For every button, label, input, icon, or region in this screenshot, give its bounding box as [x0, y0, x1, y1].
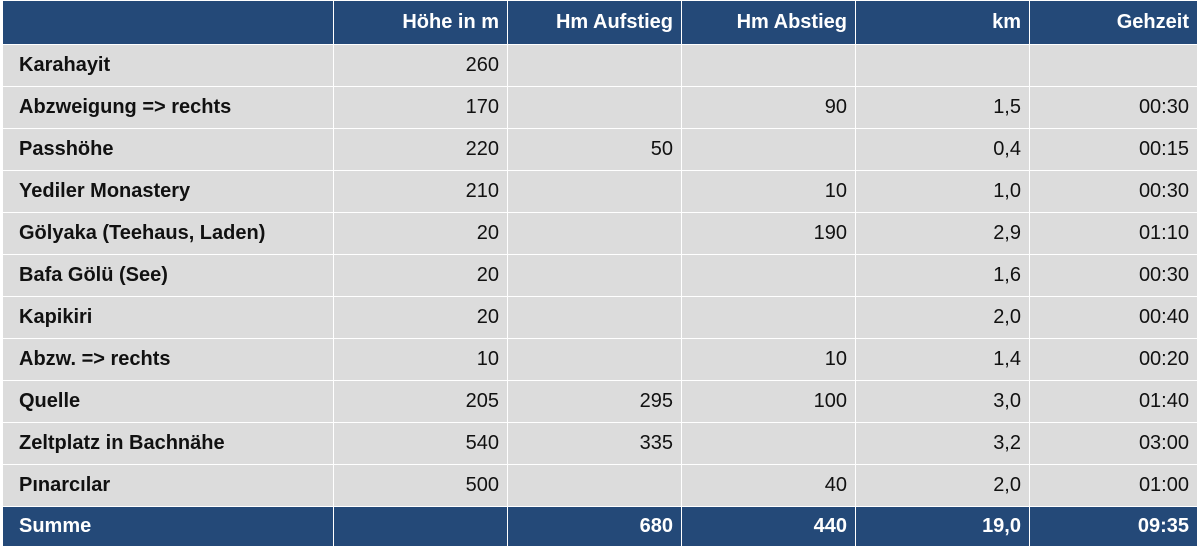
- cell-gehzeit: 00:40: [1029, 296, 1198, 339]
- cell-km: [855, 44, 1030, 87]
- table-row: Gölyaka (Teehaus, Laden) 20 190 2,9 01:1…: [2, 212, 1198, 255]
- cell-abstieg: 10: [681, 170, 856, 213]
- table-header: Höhe in m Hm Aufstieg Hm Abstieg km Gehz…: [2, 0, 1198, 45]
- cell-name: Yediler Monastery: [2, 170, 334, 213]
- cell-aufstieg: 50: [507, 128, 682, 171]
- cell-abstieg: [681, 254, 856, 297]
- cell-aufstieg: [507, 170, 682, 213]
- cell-hoehe: 20: [333, 212, 508, 255]
- cell-km: 1,5: [855, 86, 1030, 129]
- table-row: Abzweigung => rechts 170 90 1,5 00:30: [2, 86, 1198, 129]
- cell-name: Kapikiri: [2, 296, 334, 339]
- cell-gehzeit: 00:30: [1029, 86, 1198, 129]
- header-gehzeit: Gehzeit: [1029, 0, 1198, 45]
- cell-gehzeit: 00:30: [1029, 170, 1198, 213]
- header-aufstieg: Hm Aufstieg: [507, 0, 682, 45]
- cell-abstieg: 90: [681, 86, 856, 129]
- header-row: Höhe in m Hm Aufstieg Hm Abstieg km Gehz…: [2, 0, 1198, 45]
- cell-gehzeit: 00:15: [1029, 128, 1198, 171]
- header-blank: [2, 0, 334, 45]
- cell-km: 1,4: [855, 338, 1030, 381]
- table-row: Karahayit 260: [2, 44, 1198, 87]
- cell-km: 2,9: [855, 212, 1030, 255]
- cell-km: 0,4: [855, 128, 1030, 171]
- cell-abstieg: [681, 422, 856, 465]
- cell-hoehe: 260: [333, 44, 508, 87]
- summary-abstieg: 440: [681, 506, 856, 547]
- cell-abstieg: 40: [681, 464, 856, 507]
- cell-aufstieg: [507, 44, 682, 87]
- header-hoehe: Höhe in m: [333, 0, 508, 45]
- cell-abstieg: 100: [681, 380, 856, 423]
- summary-km: 19,0: [855, 506, 1030, 547]
- cell-abstieg: [681, 44, 856, 87]
- cell-km: 2,0: [855, 296, 1030, 339]
- cell-hoehe: 500: [333, 464, 508, 507]
- cell-hoehe: 220: [333, 128, 508, 171]
- cell-name: Abzw. => rechts: [2, 338, 334, 381]
- cell-hoehe: 10: [333, 338, 508, 381]
- cell-aufstieg: [507, 296, 682, 339]
- table-row: Pınarcılar 500 40 2,0 01:00: [2, 464, 1198, 507]
- cell-aufstieg: [507, 86, 682, 129]
- cell-aufstieg: [507, 254, 682, 297]
- cell-gehzeit: 01:40: [1029, 380, 1198, 423]
- cell-abstieg: 10: [681, 338, 856, 381]
- header-km: km: [855, 0, 1030, 45]
- cell-gehzeit: 03:00: [1029, 422, 1198, 465]
- cell-hoehe: 20: [333, 254, 508, 297]
- cell-hoehe: 205: [333, 380, 508, 423]
- cell-km: 1,0: [855, 170, 1030, 213]
- cell-aufstieg: 335: [507, 422, 682, 465]
- cell-name: Gölyaka (Teehaus, Laden): [2, 212, 334, 255]
- summary-aufstieg: 680: [507, 506, 682, 547]
- cell-km: 2,0: [855, 464, 1030, 507]
- cell-gehzeit: [1029, 44, 1198, 87]
- cell-abstieg: [681, 128, 856, 171]
- summary-row: Summe 680 440 19,0 09:35: [2, 506, 1198, 547]
- cell-abstieg: 190: [681, 212, 856, 255]
- summary-hoehe: [333, 506, 508, 547]
- cell-name: Quelle: [2, 380, 334, 423]
- table-row: Quelle 205 295 100 3,0 01:40: [2, 380, 1198, 423]
- table-row: Abzw. => rechts 10 10 1,4 00:20: [2, 338, 1198, 381]
- table-row: Yediler Monastery 210 10 1,0 00:30: [2, 170, 1198, 213]
- cell-aufstieg: [507, 338, 682, 381]
- cell-km: 3,2: [855, 422, 1030, 465]
- table-body: Karahayit 260 Abzweigung => rechts 170 9…: [2, 44, 1198, 507]
- header-abstieg: Hm Abstieg: [681, 0, 856, 45]
- cell-abstieg: [681, 296, 856, 339]
- cell-name: Bafa Gölü (See): [2, 254, 334, 297]
- cell-gehzeit: 00:30: [1029, 254, 1198, 297]
- cell-km: 1,6: [855, 254, 1030, 297]
- cell-aufstieg: 295: [507, 380, 682, 423]
- summary-gehzeit: 09:35: [1029, 506, 1198, 547]
- table-row: Zeltplatz in Bachnähe 540 335 3,2 03:00: [2, 422, 1198, 465]
- route-table: Höhe in m Hm Aufstieg Hm Abstieg km Gehz…: [2, 0, 1198, 547]
- cell-aufstieg: [507, 464, 682, 507]
- cell-hoehe: 170: [333, 86, 508, 129]
- cell-name: Pınarcılar: [2, 464, 334, 507]
- cell-hoehe: 20: [333, 296, 508, 339]
- cell-hoehe: 210: [333, 170, 508, 213]
- summary-label: Summe: [2, 506, 334, 547]
- cell-name: Zeltplatz in Bachnähe: [2, 422, 334, 465]
- cell-gehzeit: 01:10: [1029, 212, 1198, 255]
- table-row: Kapikiri 20 2,0 00:40: [2, 296, 1198, 339]
- cell-name: Karahayit: [2, 44, 334, 87]
- cell-aufstieg: [507, 212, 682, 255]
- cell-gehzeit: 00:20: [1029, 338, 1198, 381]
- table-row: Passhöhe 220 50 0,4 00:15: [2, 128, 1198, 171]
- table-row: Bafa Gölü (See) 20 1,6 00:30: [2, 254, 1198, 297]
- cell-name: Abzweigung => rechts: [2, 86, 334, 129]
- cell-hoehe: 540: [333, 422, 508, 465]
- cell-name: Passhöhe: [2, 128, 334, 171]
- cell-gehzeit: 01:00: [1029, 464, 1198, 507]
- table-footer: Summe 680 440 19,0 09:35: [2, 506, 1198, 547]
- cell-km: 3,0: [855, 380, 1030, 423]
